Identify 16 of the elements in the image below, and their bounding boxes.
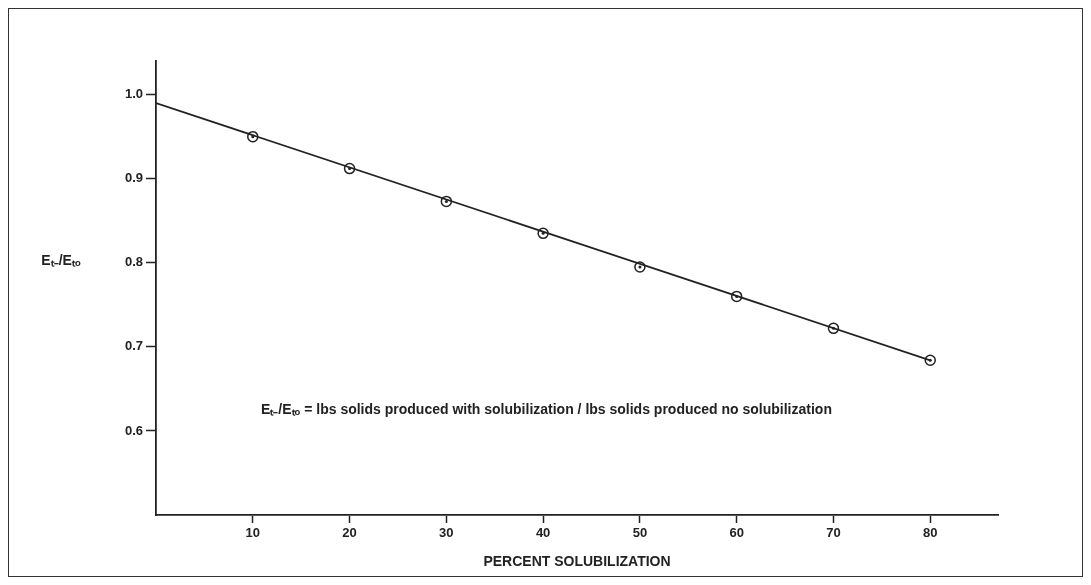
x-tick-label: 50: [632, 525, 648, 541]
y-axis-title: Eₜ₋/Eₜₒ: [41, 251, 81, 268]
x-tick-label: 20: [342, 525, 357, 541]
x-tick-label: 60: [729, 525, 744, 541]
x-tick-label: 70: [826, 525, 841, 541]
y-tick-label: 1.0: [124, 86, 143, 102]
y-tick-label: 0.8: [124, 254, 143, 270]
annotation: Eₜ₋/Eₜₒ = lbs solids produced with solubilization / lbs solids produced no solubilization: [261, 401, 832, 418]
x-tick-label: 40: [535, 525, 551, 541]
y-tick-label: 0.9: [124, 170, 143, 186]
y-tick-label: 0.7: [124, 338, 143, 354]
x-tick-label: 10: [245, 525, 261, 541]
x-tick-label: 30: [439, 525, 454, 541]
x-axis-title: PERCENT SOLUBILIZATION: [483, 553, 671, 570]
y-tick-label: 0.6: [124, 422, 143, 438]
x-tick-label: 80: [923, 525, 938, 541]
